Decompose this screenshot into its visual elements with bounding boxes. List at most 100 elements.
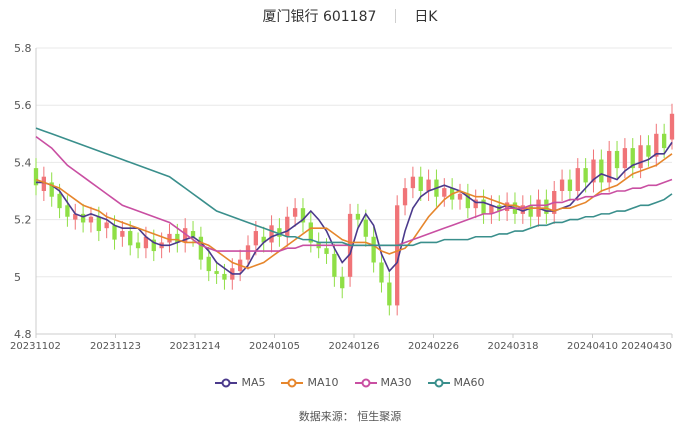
candle-body [308, 222, 313, 243]
candle-body [567, 179, 573, 191]
y-tick-label: 5.8 [14, 42, 32, 55]
legend-item-ma30[interactable]: MA30 [354, 376, 412, 389]
line-ma10 [35, 153, 673, 270]
candle-body [222, 273, 227, 280]
y-tick-label: 5.6 [14, 99, 32, 112]
x-tick-label: 20240126 [329, 341, 380, 352]
candle-body [379, 262, 384, 283]
candle-body [292, 208, 298, 217]
candle-body [457, 193, 463, 200]
candle-body [528, 205, 533, 217]
candle-body [442, 188, 447, 197]
legend-item-ma60[interactable]: MA60 [427, 376, 485, 389]
legend: MA5 MA10 MA30 MA60 [0, 376, 700, 391]
candle-body [112, 225, 117, 240]
candle-body [654, 133, 659, 157]
candle-body [104, 222, 109, 229]
candle-body [120, 231, 125, 237]
candle-body [607, 150, 612, 183]
candle-body [277, 228, 282, 237]
candle-body [206, 256, 211, 272]
data-source: 数据来源： 恒生聚源 [298, 410, 402, 423]
legend-item-ma5[interactable]: MA5 [215, 376, 265, 389]
line-ma60 [35, 127, 673, 247]
header-divider [394, 9, 396, 23]
candle-body [253, 231, 259, 246]
candle-body [175, 233, 180, 243]
legend-marker-icon [354, 378, 377, 387]
ma-lines [35, 127, 673, 275]
candle-body [151, 239, 156, 252]
candle-body [559, 179, 565, 191]
candle-body [324, 248, 329, 254]
candle-body [591, 159, 596, 183]
candlestick-chart: 4.8 5 5.2 5.4 5.6 5.8 20231102 20231123 2023121… [10, 42, 675, 352]
candle-body [300, 208, 306, 223]
y-axis-labels: 4.8 5 5.2 5.4 5.6 5.8 [14, 42, 32, 341]
legend-item-ma10[interactable]: MA10 [281, 376, 339, 389]
candle-body [583, 168, 588, 183]
x-tick-label: 20231102 [10, 341, 61, 352]
candle-body [33, 168, 39, 186]
line-ma5 [36, 141, 673, 275]
legend-label: MA30 [380, 376, 412, 389]
candle-body [355, 213, 361, 220]
legend-label: MA5 [241, 376, 266, 389]
chart-header: 厦门银行 601187 日K [0, 6, 700, 28]
period-label[interactable]: 日K [414, 9, 438, 25]
candle-body [599, 159, 604, 183]
candle-body [128, 231, 133, 246]
candle-body [57, 193, 62, 209]
legend-marker-icon [427, 378, 450, 387]
x-tick-label: 20240226 [408, 341, 459, 352]
candle-body [473, 199, 478, 209]
candle-body [143, 236, 149, 249]
candle-body [402, 188, 408, 206]
candle-body [363, 219, 368, 237]
candle-body [261, 236, 266, 243]
candle-body [340, 276, 345, 289]
candle-body [49, 182, 54, 197]
candle-body [426, 179, 431, 191]
x-tick-label: 20231214 [170, 341, 221, 352]
candle-body [481, 199, 486, 214]
candle-body [198, 236, 204, 260]
candle-body [661, 133, 667, 149]
candle-body [669, 113, 675, 140]
candle-body [88, 216, 94, 223]
x-tick-label: 20240430 [621, 341, 672, 352]
candle-body [395, 205, 400, 306]
candle-body [135, 242, 141, 249]
x-axis-labels: 20231102 20231123 20231214 20240105 20240126… [10, 334, 673, 352]
y-tick-label: 5 [14, 271, 21, 284]
candle-body [504, 202, 510, 212]
candle-body [167, 233, 172, 243]
grid [35, 47, 672, 335]
candle-body [41, 176, 47, 191]
y-tick-label: 4.8 [14, 328, 32, 341]
x-tick-label: 20240410 [567, 341, 618, 352]
x-tick-label: 20240318 [488, 341, 539, 352]
legend-label: MA10 [307, 376, 339, 389]
candle-body [520, 205, 525, 214]
candle-body [285, 216, 290, 237]
candle-body [183, 228, 188, 243]
candle-body [80, 213, 86, 223]
candles [33, 103, 675, 316]
y-tick-label: 5.2 [14, 214, 32, 227]
candle-body [489, 205, 494, 214]
candle-body [614, 150, 620, 169]
legend-label: MA60 [453, 376, 485, 389]
candle-body [544, 199, 549, 214]
legend-marker-icon [215, 378, 238, 387]
candle-body [332, 253, 337, 277]
candle-body [371, 236, 376, 263]
candle-body [245, 245, 251, 260]
candle-body [410, 176, 416, 189]
candle-body [269, 225, 274, 243]
candle-body [646, 145, 651, 157]
y-tick-label: 5.4 [14, 156, 32, 169]
candle-body [418, 176, 423, 191]
candle-body [73, 213, 78, 220]
candle-body [622, 148, 628, 169]
